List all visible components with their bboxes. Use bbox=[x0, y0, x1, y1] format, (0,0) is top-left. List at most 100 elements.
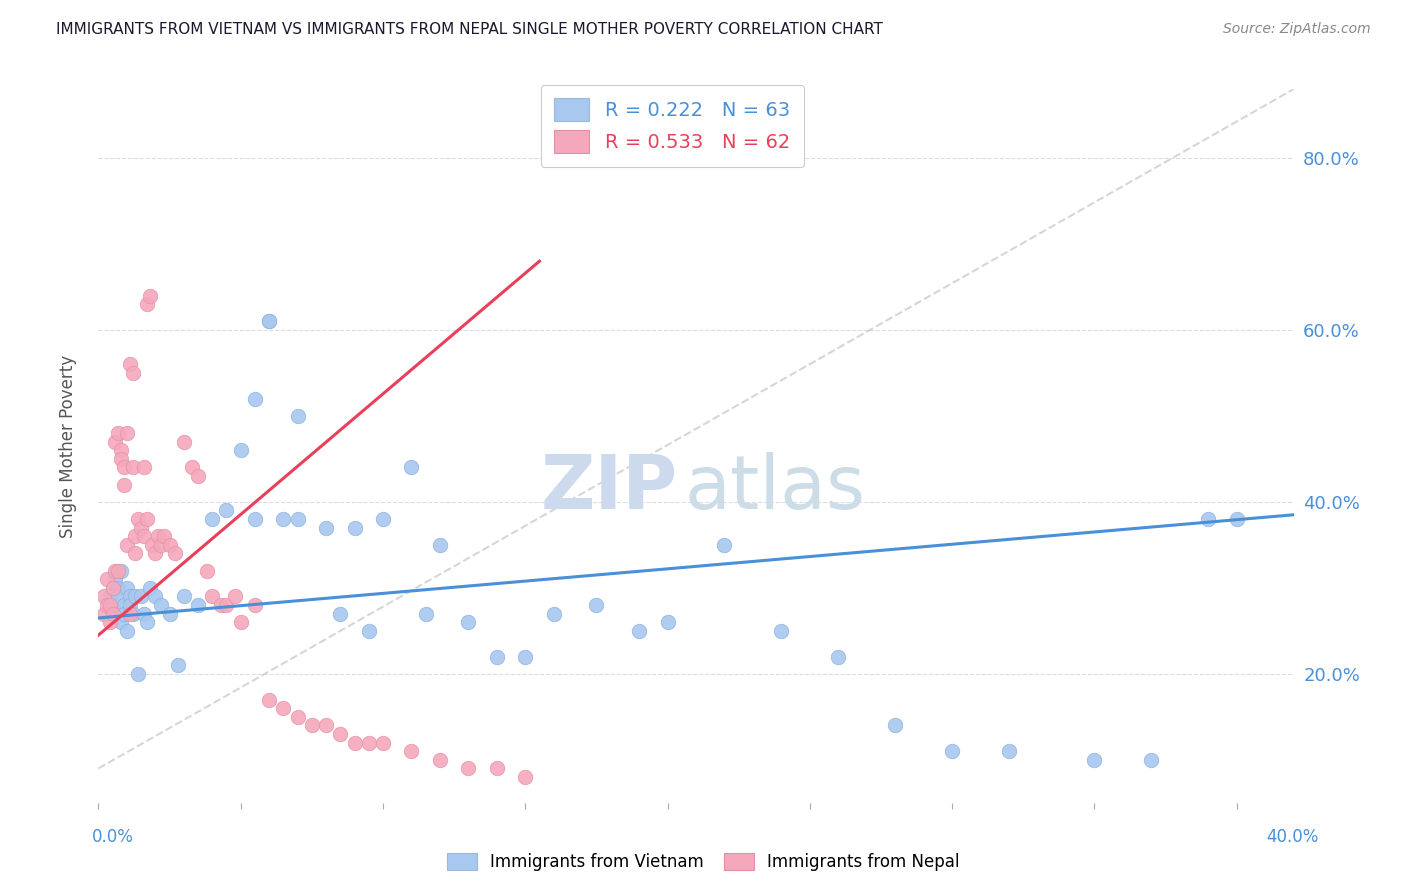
Point bbox=[93, 607, 115, 621]
Point bbox=[209, 598, 232, 612]
Point bbox=[315, 521, 337, 535]
Point bbox=[112, 477, 135, 491]
Point bbox=[121, 366, 143, 380]
Point bbox=[457, 761, 479, 775]
Point bbox=[287, 710, 309, 724]
Point bbox=[159, 607, 181, 621]
Point bbox=[401, 744, 423, 758]
Point bbox=[201, 590, 224, 604]
Point bbox=[429, 753, 451, 767]
Point bbox=[343, 521, 366, 535]
Legend: Immigrants from Vietnam, Immigrants from Nepal: Immigrants from Vietnam, Immigrants from… bbox=[439, 845, 967, 880]
Point bbox=[181, 460, 204, 475]
Point bbox=[118, 607, 141, 621]
Point bbox=[107, 590, 129, 604]
Point bbox=[229, 615, 252, 630]
Point bbox=[201, 512, 224, 526]
Point bbox=[132, 529, 155, 543]
Legend: R = 0.222   N = 63, R = 0.533   N = 62: R = 0.222 N = 63, R = 0.533 N = 62 bbox=[540, 85, 804, 167]
Point bbox=[141, 538, 163, 552]
Point bbox=[148, 529, 170, 543]
Point bbox=[135, 615, 157, 630]
Point bbox=[110, 451, 132, 466]
Point bbox=[257, 314, 280, 328]
Point bbox=[132, 460, 155, 475]
Point bbox=[187, 598, 209, 612]
Point bbox=[1197, 512, 1219, 526]
Point bbox=[104, 572, 127, 586]
Point bbox=[135, 297, 157, 311]
Point bbox=[273, 701, 295, 715]
Point bbox=[273, 512, 295, 526]
Point bbox=[124, 529, 146, 543]
Point bbox=[543, 607, 565, 621]
Point bbox=[127, 512, 149, 526]
Point bbox=[187, 469, 209, 483]
Point bbox=[101, 581, 124, 595]
Point bbox=[257, 692, 280, 706]
Point bbox=[121, 460, 143, 475]
Point bbox=[224, 590, 246, 604]
Point bbox=[770, 624, 793, 638]
Point bbox=[118, 357, 141, 371]
Point bbox=[115, 581, 138, 595]
Point bbox=[1226, 512, 1249, 526]
Point bbox=[941, 744, 963, 758]
Text: atlas: atlas bbox=[685, 452, 865, 525]
Point bbox=[229, 443, 252, 458]
Point bbox=[93, 590, 115, 604]
Point bbox=[138, 581, 160, 595]
Point bbox=[112, 460, 135, 475]
Point bbox=[107, 581, 129, 595]
Point bbox=[173, 434, 195, 449]
Point bbox=[457, 615, 479, 630]
Point bbox=[118, 590, 141, 604]
Point bbox=[124, 546, 146, 560]
Text: 40.0%: 40.0% bbox=[1267, 828, 1319, 846]
Point bbox=[159, 538, 181, 552]
Point bbox=[827, 649, 849, 664]
Point bbox=[127, 666, 149, 681]
Point bbox=[101, 581, 124, 595]
Point bbox=[153, 529, 176, 543]
Y-axis label: Single Mother Poverty: Single Mother Poverty bbox=[59, 354, 77, 538]
Point bbox=[124, 590, 146, 604]
Point bbox=[243, 392, 266, 406]
Point bbox=[129, 521, 152, 535]
Point bbox=[357, 736, 380, 750]
Point bbox=[173, 590, 195, 604]
Point bbox=[515, 770, 537, 784]
Point bbox=[585, 598, 607, 612]
Point bbox=[371, 736, 394, 750]
Point bbox=[485, 649, 508, 664]
Point bbox=[343, 736, 366, 750]
Point bbox=[115, 538, 138, 552]
Text: Source: ZipAtlas.com: Source: ZipAtlas.com bbox=[1223, 22, 1371, 37]
Point bbox=[104, 434, 127, 449]
Point bbox=[998, 744, 1021, 758]
Point bbox=[98, 615, 121, 630]
Point bbox=[167, 658, 190, 673]
Point bbox=[101, 598, 124, 612]
Point bbox=[628, 624, 651, 638]
Text: ZIP: ZIP bbox=[541, 452, 678, 525]
Point bbox=[112, 607, 135, 621]
Point bbox=[104, 564, 127, 578]
Point bbox=[713, 538, 735, 552]
Point bbox=[112, 598, 135, 612]
Point bbox=[143, 546, 166, 560]
Point bbox=[110, 615, 132, 630]
Point bbox=[315, 718, 337, 732]
Point bbox=[371, 512, 394, 526]
Point bbox=[657, 615, 679, 630]
Point bbox=[110, 564, 132, 578]
Point bbox=[132, 607, 155, 621]
Point bbox=[415, 607, 437, 621]
Point bbox=[98, 590, 121, 604]
Point bbox=[121, 607, 143, 621]
Point bbox=[135, 512, 157, 526]
Point bbox=[115, 426, 138, 441]
Point bbox=[96, 572, 118, 586]
Point bbox=[110, 443, 132, 458]
Point bbox=[243, 598, 266, 612]
